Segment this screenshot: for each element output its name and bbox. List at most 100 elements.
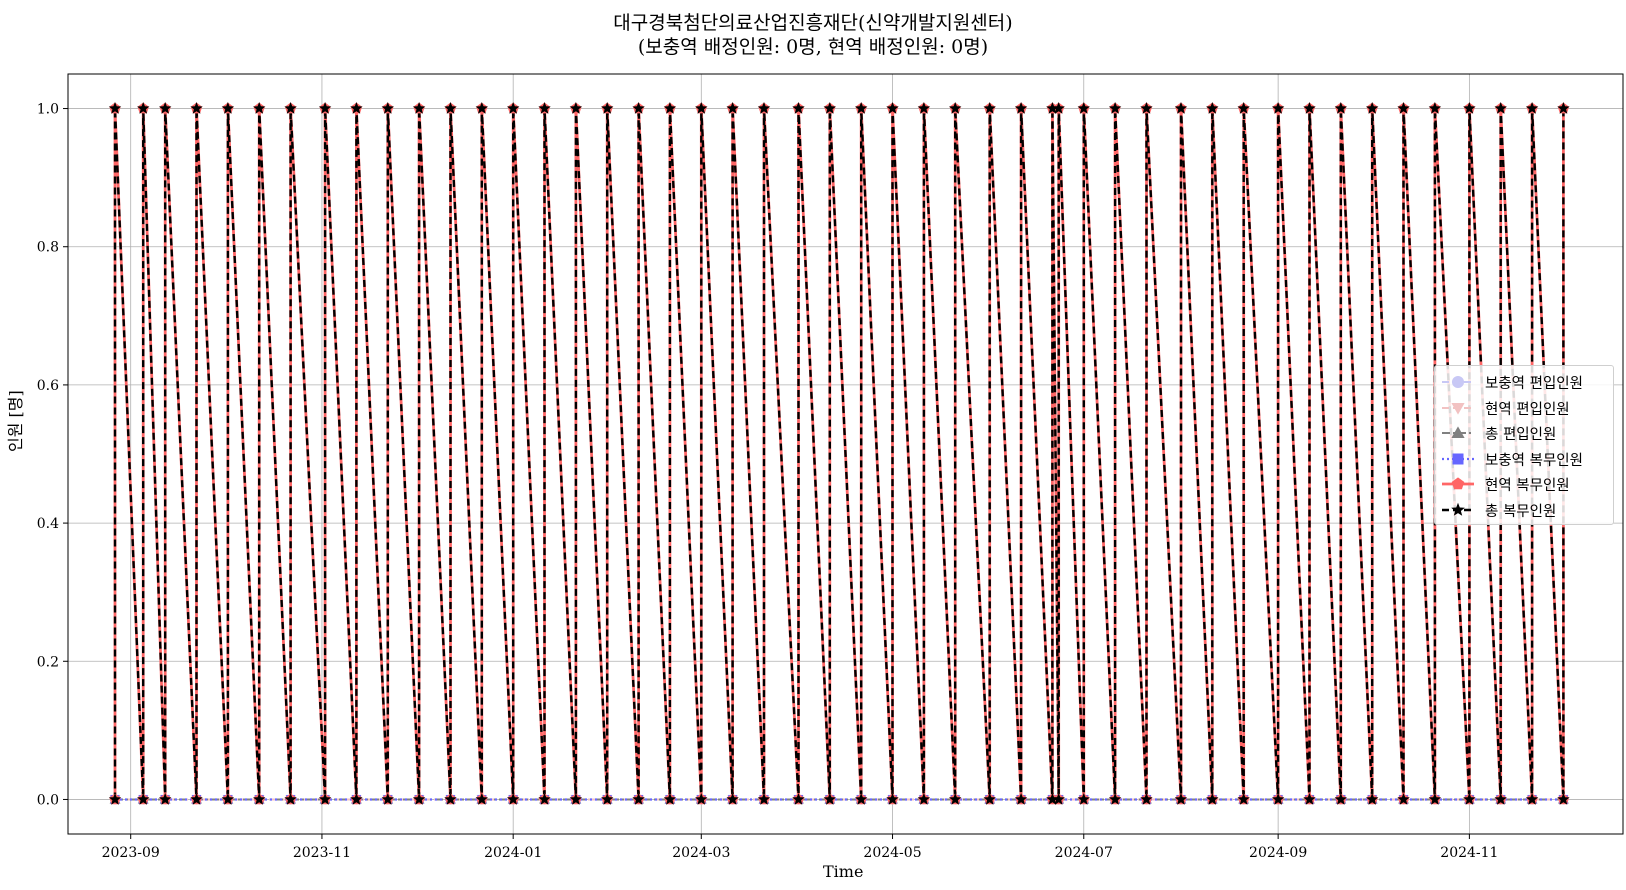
legend-swatch	[1442, 502, 1474, 516]
point-marker	[949, 102, 962, 114]
point-marker	[381, 793, 394, 805]
point-marker	[412, 102, 426, 114]
point-marker	[507, 793, 520, 805]
point-marker	[190, 102, 203, 114]
x-tick-label: 2024-07	[1055, 845, 1113, 861]
point-marker	[253, 793, 266, 805]
point-marker	[1494, 793, 1507, 805]
point-marker	[601, 102, 614, 114]
point-marker	[726, 793, 739, 805]
point-marker	[475, 793, 488, 805]
point-marker	[137, 793, 150, 805]
point-marker	[1428, 102, 1442, 114]
point-marker	[663, 102, 677, 114]
point-marker	[1206, 793, 1219, 805]
point-marker	[1525, 102, 1539, 114]
point-marker	[601, 793, 614, 805]
point-marker	[221, 102, 235, 114]
point-marker	[1557, 102, 1570, 114]
point-marker	[538, 793, 551, 805]
y-tick-label: 0.8	[37, 240, 59, 256]
point-marker	[108, 102, 122, 114]
point-marker	[253, 102, 266, 114]
legend-item: 보충역 복무인원	[1435, 447, 1613, 471]
x-axis-label: Time	[823, 862, 864, 881]
point-marker	[886, 793, 899, 805]
point-marker	[1463, 793, 1476, 805]
chart-subtitle: (보충역 배정인원: 0명, 현역 배정인원: 0명)	[637, 36, 989, 58]
point-marker	[507, 102, 520, 114]
x-tick-label: 2023-11	[293, 845, 351, 861]
legend-swatch	[1442, 375, 1474, 389]
point-marker	[855, 102, 868, 114]
point-marker	[1237, 793, 1250, 805]
point-marker	[318, 102, 332, 114]
legend-label: 총 복무인원	[1485, 503, 1557, 520]
point-marker	[1397, 793, 1410, 805]
point-marker	[917, 102, 931, 114]
series-lines	[113, 107, 1565, 801]
point-marker	[886, 102, 899, 114]
point-marker	[855, 793, 868, 805]
x-tick-label: 2024-01	[484, 845, 542, 861]
point-marker	[1014, 102, 1028, 114]
point-marker	[569, 793, 583, 805]
point-marker	[1451, 502, 1465, 516]
point-marker	[412, 793, 426, 805]
point-marker	[695, 102, 708, 114]
legend-label: 보충역 복무인원	[1485, 452, 1583, 469]
point-marker	[1366, 102, 1379, 114]
y-tick-label: 0.0	[37, 792, 59, 808]
x-tick-label: 2024-05	[863, 845, 921, 861]
point-marker	[823, 793, 836, 805]
point-marker	[221, 793, 235, 805]
legend-label: 총 편입인원	[1485, 427, 1557, 443]
point-marker	[1174, 102, 1188, 114]
point-marker	[1272, 102, 1285, 114]
point-marker	[1397, 102, 1410, 114]
y-axis-ticks: 0.0 0.2 0.4 0.6 0.8 1.0	[37, 102, 68, 808]
point-marker	[1557, 793, 1570, 805]
point-marker	[1108, 102, 1122, 114]
point-marker	[284, 793, 297, 805]
point-marker	[159, 793, 172, 805]
point-marker	[444, 793, 457, 805]
legend-item: 현역 복무인원	[1435, 472, 1613, 496]
point-marker	[1366, 793, 1379, 805]
legend-label: 보충역 편입인원	[1485, 376, 1583, 392]
point-marker	[350, 102, 363, 114]
point-marker	[1077, 793, 1090, 805]
legend-item: 현역 편입인원	[1435, 396, 1613, 420]
point-marker	[1174, 793, 1188, 805]
point-marker	[949, 793, 962, 805]
legend-item: 총 복무인원	[1435, 498, 1613, 522]
point-marker	[632, 102, 645, 114]
point-marker	[917, 793, 931, 805]
point-marker	[1272, 793, 1285, 805]
point-marker	[1108, 793, 1122, 805]
y-tick-label: 1.0	[37, 102, 59, 118]
point-marker	[792, 793, 805, 805]
point-marker	[757, 102, 771, 114]
point-marker	[1451, 477, 1465, 490]
point-marker	[475, 102, 488, 114]
point-marker	[1451, 402, 1465, 415]
point-marker	[823, 102, 836, 114]
point-marker	[1046, 793, 1059, 805]
x-tick-label: 2024-09	[1249, 845, 1307, 861]
x-axis-ticks: 2023-09 2023-11 2024-01 2024-03 2024-05 2024-…	[102, 834, 1498, 861]
point-marker	[1052, 793, 1065, 805]
point-marker	[1237, 102, 1250, 114]
plot-frame	[67, 73, 1624, 835]
point-marker	[569, 102, 583, 114]
point-marker	[1428, 793, 1442, 805]
series-line	[113, 107, 1565, 801]
point-marker	[1052, 102, 1065, 114]
point-marker	[1463, 102, 1476, 114]
point-marker	[695, 793, 708, 805]
legend-swatch	[1442, 453, 1474, 464]
point-marker	[381, 102, 394, 114]
legend-swatch	[1442, 426, 1474, 438]
